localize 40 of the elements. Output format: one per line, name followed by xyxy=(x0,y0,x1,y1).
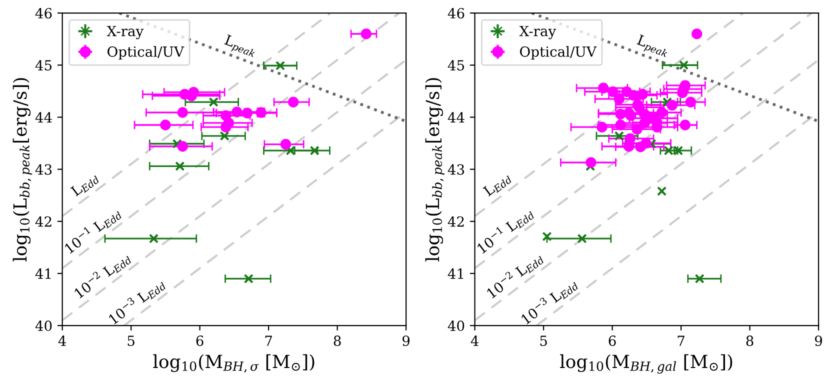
annotation: L$_{peak}$ xyxy=(635,34,670,60)
y-tick-label: 46 xyxy=(448,8,464,18)
annotation: L$_{Edd}$ xyxy=(70,172,100,198)
x-tick-label: 5 xyxy=(128,336,134,346)
legend-label: Optical/UV xyxy=(108,46,184,60)
legend-label: X-ray xyxy=(519,26,556,40)
y-tick-label: 42 xyxy=(448,216,464,227)
x-tick-label: 7 xyxy=(678,336,684,346)
x-tick-label: 5 xyxy=(540,336,547,346)
x-tick-label: 6 xyxy=(196,336,204,346)
y-axis-title: log$_{10}$(L$_{bb,peak}$[erg/s]) xyxy=(425,78,444,262)
annotation: L$_{peak}$ xyxy=(222,34,258,60)
x-tick-label: 9 xyxy=(814,336,822,346)
annotation: 10$^{−1}$ L$_{Edd}$ xyxy=(475,205,535,256)
y-tick-label: 45 xyxy=(35,60,52,71)
y-tick-label: 44 xyxy=(448,112,464,122)
y-tick-label: 43 xyxy=(35,164,52,175)
legend-label: X-ray xyxy=(106,26,144,40)
x-axis-title: log$_{10}$(M$_{BH,gal}$ [M$_{⊙}$]) xyxy=(560,354,732,374)
x-axis-title: log$_{10}$(M$_{BH,σ}$ [M$_{⊙}$]) xyxy=(153,354,314,373)
y-tick-label: 46 xyxy=(35,8,52,18)
legend-label: Optical/UV xyxy=(520,46,597,60)
annotation: L$_{Edd}$ xyxy=(482,172,512,198)
annotation: 10$^{−1}$ L$_{Edd}$ xyxy=(62,205,122,256)
x-tick-label: 4 xyxy=(470,336,479,346)
y-tick-label: 40 xyxy=(448,320,464,332)
y-tick-label: 41 xyxy=(35,268,51,279)
x-tick-label: 8 xyxy=(334,336,341,346)
y-tick-label: 41 xyxy=(448,268,464,279)
x-tick-label: 4 xyxy=(58,336,66,346)
x-tick-label: 6 xyxy=(608,336,616,346)
x-tick-label: 9 xyxy=(402,336,410,346)
y-tick-label: 45 xyxy=(448,60,464,71)
y-tick-label: 43 xyxy=(448,164,464,175)
x-tick-label: 7 xyxy=(265,336,272,346)
x-tick-label: 8 xyxy=(746,336,754,346)
y-tick-label: 42 xyxy=(35,216,52,227)
y-axis-title: log$_{10}$(L$_{bb,peak}$[erg/s]) xyxy=(12,78,32,262)
y-tick-label: 44 xyxy=(35,112,52,122)
y-tick-label: 40 xyxy=(35,320,52,332)
